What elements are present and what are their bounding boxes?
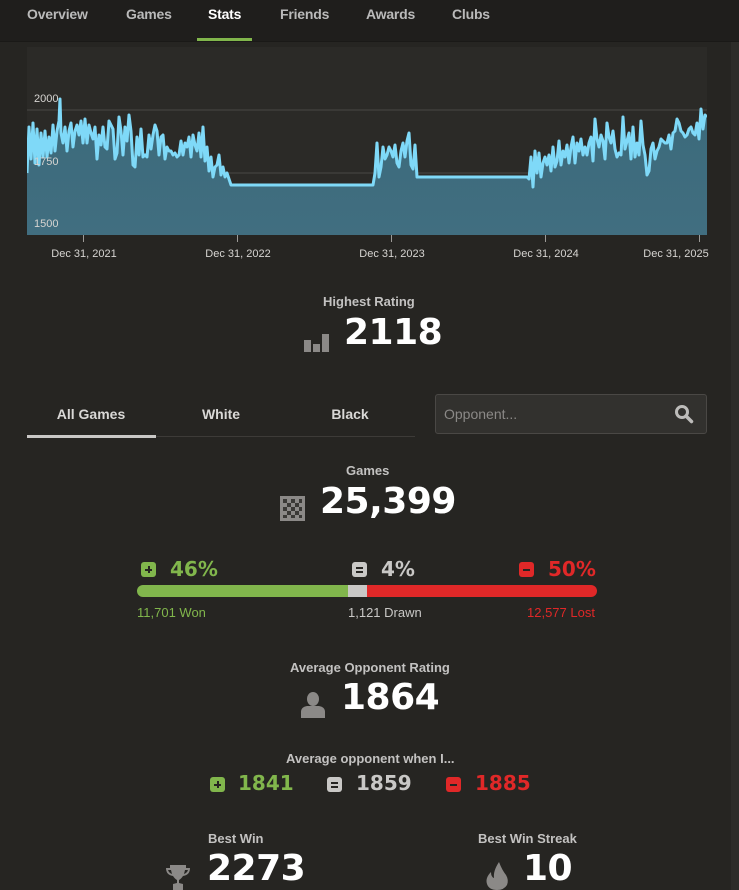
highest-rating-label: Highest Rating xyxy=(323,294,415,309)
x-tick xyxy=(391,235,392,242)
games-value: 25,399 xyxy=(320,481,456,522)
best-win-label: Best Win xyxy=(208,831,264,846)
bar-chart-icon xyxy=(304,334,329,352)
won-count: 11,701 Won xyxy=(137,605,206,620)
active-tab-indicator xyxy=(197,38,252,41)
x-label-2024: Dec 31, 2024 xyxy=(513,248,579,260)
tab-overview[interactable]: Overview xyxy=(27,6,88,22)
best-streak-value: 10 xyxy=(523,848,573,889)
x-label-2022: Dec 31, 2022 xyxy=(205,248,271,260)
x-label-2021: Dec 31, 2021 xyxy=(51,248,117,260)
rating-chart-plot xyxy=(27,97,707,235)
filter-tab-all-games[interactable]: All Games xyxy=(56,406,126,422)
filter-tab-white[interactable]: White xyxy=(201,406,241,422)
flame-icon xyxy=(486,862,508,890)
tab-games[interactable]: Games xyxy=(126,6,172,22)
profile-nav: Overview Games Stats Friends Awards Club… xyxy=(0,0,739,42)
x-label-2023: Dec 31, 2023 xyxy=(359,248,425,260)
won-icon xyxy=(141,562,156,577)
tab-clubs[interactable]: Clubs xyxy=(452,6,490,22)
avg-when-drawn: 1859 xyxy=(356,771,412,795)
filter-active-indicator xyxy=(27,435,156,438)
tab-stats[interactable]: Stats xyxy=(208,6,242,22)
lost-count: 12,577 Lost xyxy=(527,605,595,620)
y-label-1500: 1500 xyxy=(34,218,59,230)
trophy-icon xyxy=(166,865,190,890)
x-tick xyxy=(83,235,84,242)
highest-rating-value: 2118 xyxy=(344,312,443,353)
opponent-search xyxy=(435,394,707,434)
opponent-search-input[interactable] xyxy=(444,404,654,424)
won-icon xyxy=(210,777,225,792)
drawn-count: 1,121 Drawn xyxy=(348,605,422,620)
chessboard-icon xyxy=(280,496,305,521)
avg-opponent-label: Average Opponent Rating xyxy=(290,660,450,675)
lost-percent: 50% xyxy=(548,557,596,581)
x-tick xyxy=(237,235,238,242)
avg-opponent-value: 1864 xyxy=(341,677,440,718)
drawn-icon xyxy=(327,777,342,792)
tab-awards[interactable]: Awards xyxy=(366,6,416,22)
avg-when-won: 1841 xyxy=(238,771,294,795)
filter-tab-black[interactable]: Black xyxy=(331,406,369,422)
games-label: Games xyxy=(346,463,390,478)
tab-friends[interactable]: Friends xyxy=(280,6,330,22)
drawn-percent: 4% xyxy=(381,557,415,581)
side-gutter xyxy=(731,42,739,890)
drawn-icon xyxy=(352,562,367,577)
drawn-bar xyxy=(348,585,367,597)
lost-bar xyxy=(367,585,597,597)
x-label-2025: Dec 31, 2025 xyxy=(643,248,709,260)
won-bar xyxy=(137,585,349,597)
rating-chart[interactable]: 2000 1750 1500 xyxy=(27,47,707,235)
x-tick xyxy=(545,235,546,242)
avg-when-label: Average opponent when I... xyxy=(286,751,455,766)
user-icon xyxy=(301,692,325,718)
search-icon[interactable] xyxy=(674,404,694,424)
won-percent: 46% xyxy=(170,557,218,581)
y-label-1750: 1750 xyxy=(34,156,59,168)
filter-tabs-divider xyxy=(27,436,415,437)
lost-icon xyxy=(446,777,461,792)
best-win-value: 2273 xyxy=(207,848,306,889)
avg-when-lost: 1885 xyxy=(475,771,531,795)
x-tick xyxy=(699,235,700,242)
y-label-2000: 2000 xyxy=(34,93,59,105)
lost-icon xyxy=(519,562,534,577)
best-streak-label: Best Win Streak xyxy=(478,831,577,846)
